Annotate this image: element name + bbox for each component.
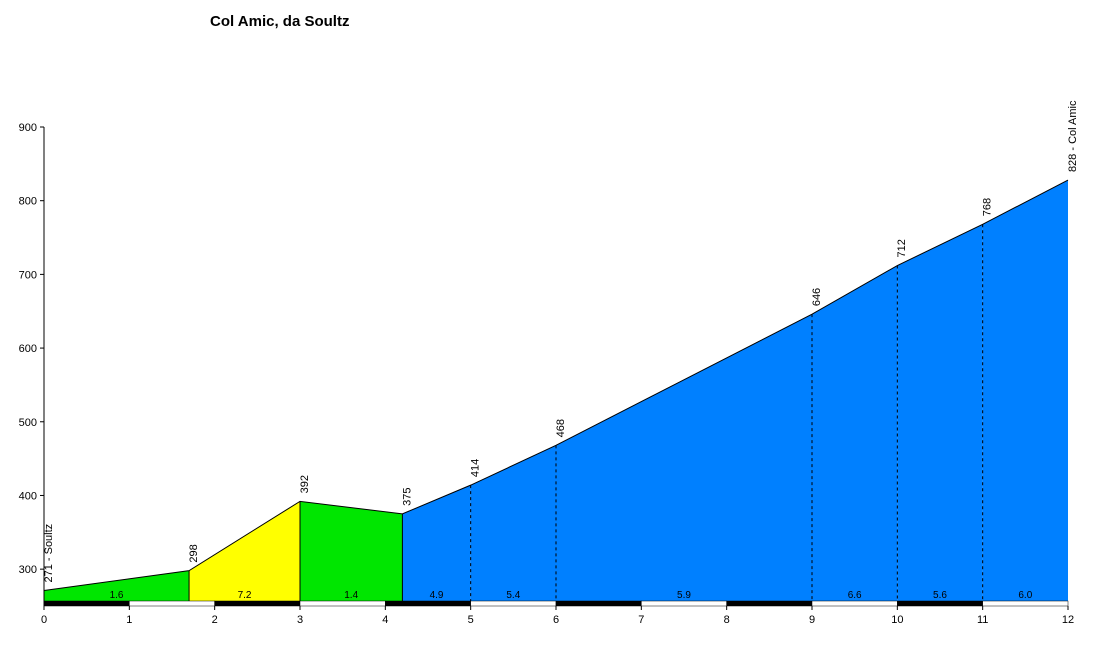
profile-segment — [556, 314, 812, 606]
y-tick-label: 700 — [19, 269, 37, 281]
km-strip — [897, 600, 983, 607]
km-strip — [385, 600, 471, 607]
km-strip — [299, 600, 386, 607]
gradient-label: 1.6 — [110, 590, 124, 601]
profile-segment — [44, 570, 190, 606]
gradient-label: 4.9 — [430, 590, 444, 601]
gradient-label: 1.4 — [344, 590, 358, 601]
y-tick-label: 400 — [19, 490, 37, 502]
x-tick-label: 7 — [638, 614, 644, 626]
profile-segment — [402, 485, 471, 606]
km-strip — [214, 600, 301, 607]
elevation-label: 828 - Col Amic — [1067, 100, 1079, 172]
elevation-label: 468 — [555, 419, 567, 437]
profile-segment — [897, 224, 983, 606]
gradient-label: 6.0 — [1018, 590, 1032, 601]
x-tick-label: 2 — [212, 614, 218, 626]
profile-segment — [812, 265, 898, 606]
elevation-label: 712 — [896, 239, 908, 257]
elevation-label: 375 — [401, 488, 413, 506]
x-tick-label: 8 — [724, 614, 730, 626]
km-strip — [43, 600, 130, 607]
profile-segment — [300, 501, 403, 606]
km-strip — [470, 600, 557, 607]
elevation-label: 298 — [188, 544, 200, 562]
x-tick-label: 5 — [468, 614, 474, 626]
gradient-label: 5.9 — [677, 590, 691, 601]
x-tick-label: 6 — [553, 614, 559, 626]
x-tick-label: 11 — [977, 614, 988, 626]
km-strip — [555, 600, 642, 607]
km-strip — [129, 600, 215, 607]
gradient-label: 5.4 — [506, 590, 520, 601]
km-strip — [726, 600, 813, 607]
chart-title: Col Amic, da Soultz — [210, 13, 349, 30]
profile-segment — [470, 445, 556, 606]
km-strip — [641, 600, 727, 607]
y-tick-label: 300 — [19, 564, 37, 576]
elevation-label: 271 - Soultz — [43, 524, 55, 583]
y-tick-label: 600 — [19, 343, 37, 355]
elevation-label: 414 — [470, 459, 482, 477]
gradient-label: 7.2 — [238, 590, 252, 601]
profile-segment — [189, 501, 300, 606]
gradient-label: 5.6 — [933, 590, 947, 601]
km-strip — [811, 600, 898, 607]
x-tick-label: 10 — [891, 614, 903, 626]
elevation-label: 646 — [811, 288, 823, 306]
y-tick-label: 900 — [19, 122, 37, 134]
y-tick-label: 800 — [19, 196, 37, 208]
elevation-label: 392 — [299, 475, 311, 493]
gradient-label: 6.6 — [848, 590, 862, 601]
x-tick-label: 0 — [41, 614, 47, 626]
x-tick-label: 1 — [126, 614, 132, 626]
elevation-label: 768 — [982, 198, 994, 216]
x-tick-label: 9 — [809, 614, 815, 626]
x-tick-label: 12 — [1062, 614, 1074, 626]
profile-segment — [982, 180, 1068, 606]
x-tick-label: 3 — [297, 614, 303, 626]
y-tick-label: 500 — [19, 417, 37, 429]
profile-line — [43, 179, 1069, 592]
x-tick-label: 4 — [382, 614, 388, 626]
km-strip — [982, 600, 1069, 607]
